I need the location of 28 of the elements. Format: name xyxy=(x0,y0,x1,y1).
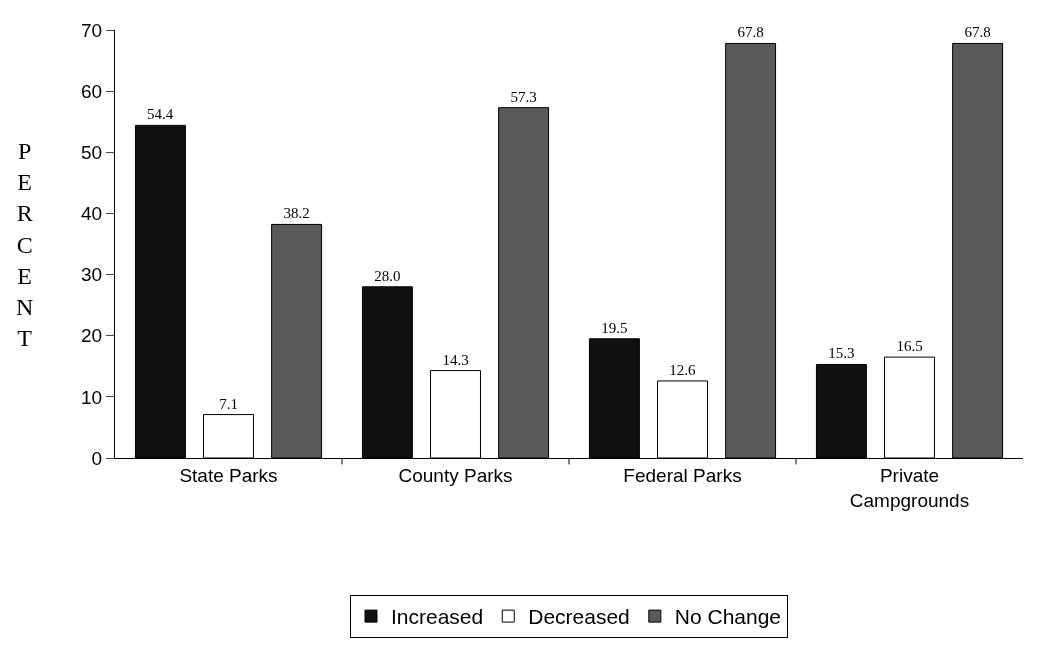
data-label: 28.0 xyxy=(374,267,401,284)
y-tick-label: 20 xyxy=(81,325,103,347)
y-axis-title: PERCENT xyxy=(16,138,34,352)
y-tick-label: 40 xyxy=(81,203,103,225)
data-label: 15.3 xyxy=(828,345,855,362)
legend-label: Increased xyxy=(391,605,484,629)
legend-label: Decreased xyxy=(528,605,630,629)
data-label: 67.8 xyxy=(737,24,764,41)
y-tick-label: 60 xyxy=(81,80,103,102)
x-tick-label: Private Campgrounds xyxy=(849,464,970,511)
x-tick-label: State Parks xyxy=(179,464,278,486)
y-tick-label: 70 xyxy=(81,19,103,41)
data-label: 57.3 xyxy=(510,88,537,105)
data-label: 14.3 xyxy=(442,351,469,368)
data-label: 54.4 xyxy=(147,106,174,123)
data-label: 19.5 xyxy=(601,319,628,336)
data-label: 38.2 xyxy=(283,205,310,222)
data-label: 16.5 xyxy=(896,338,923,355)
legend-label: No Change xyxy=(674,605,782,629)
x-tick-label: County Parks xyxy=(398,464,513,486)
data-label: 7.1 xyxy=(219,395,238,412)
x-tick-label: Federal Parks xyxy=(623,464,742,486)
y-tick-label: 30 xyxy=(81,264,103,286)
y-tick-label: 50 xyxy=(81,141,103,163)
y-tick-label: 10 xyxy=(81,386,103,408)
data-label: 67.8 xyxy=(964,24,991,41)
y-tick-label: 0 xyxy=(91,447,103,469)
data-label: 12.6 xyxy=(669,361,696,378)
